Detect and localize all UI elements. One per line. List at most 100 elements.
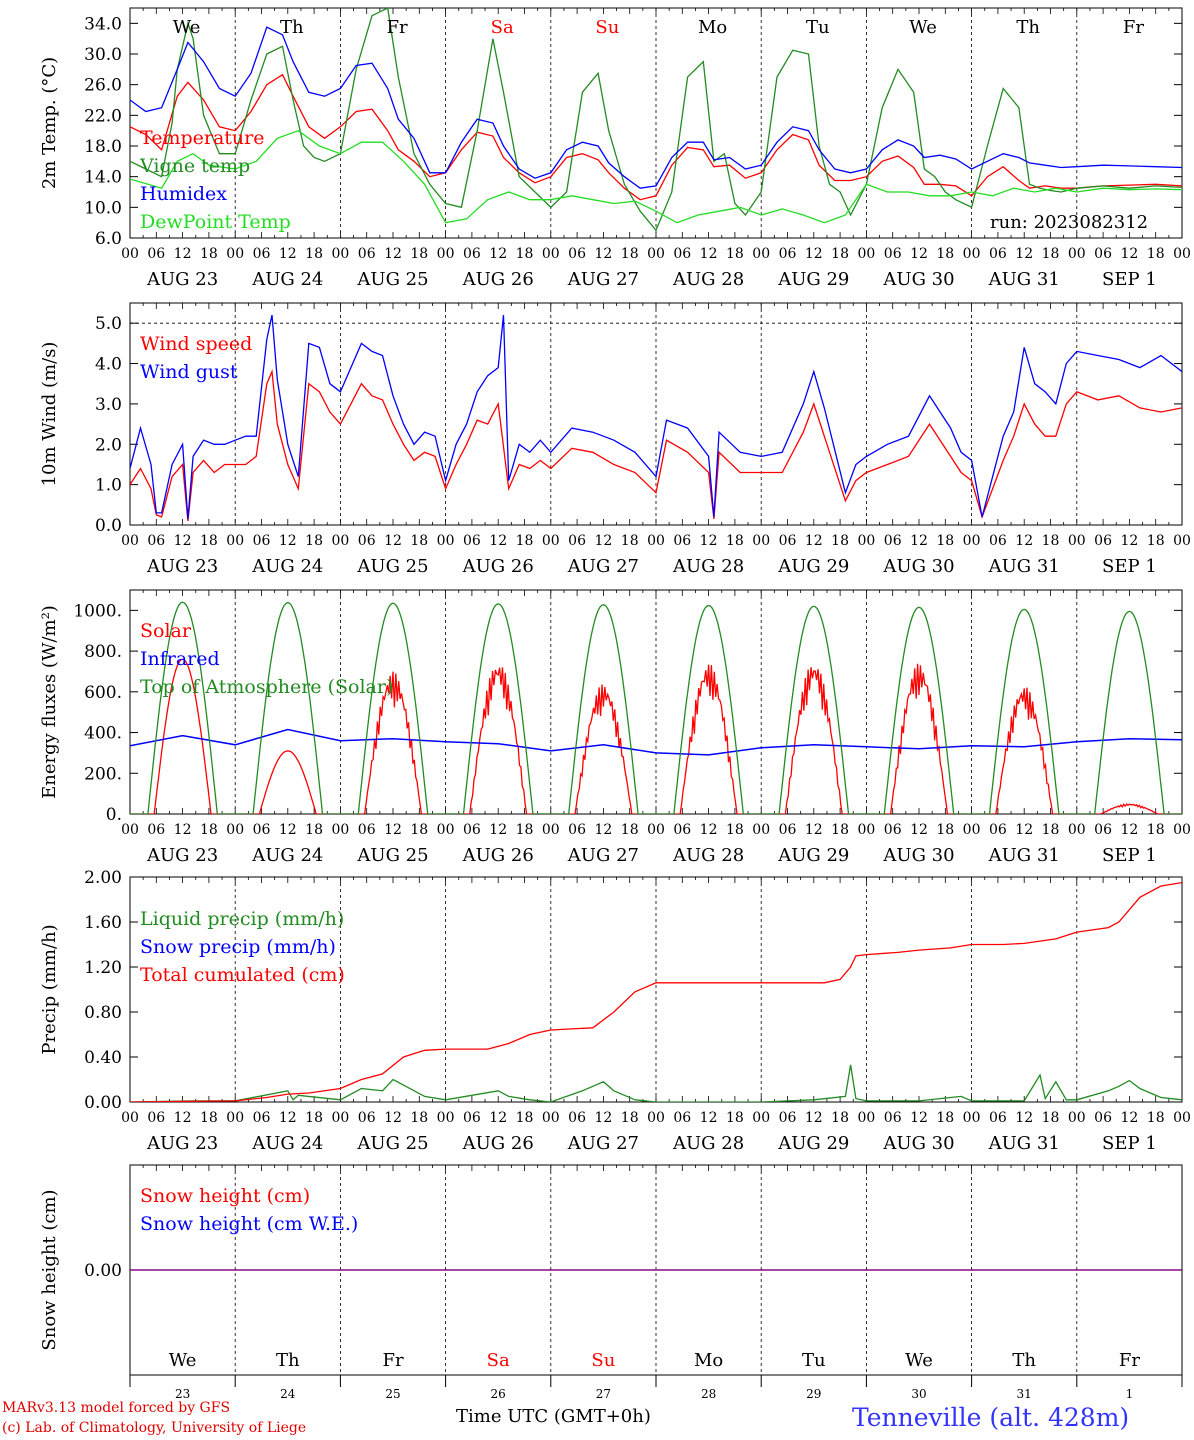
hour-label: 06 xyxy=(673,533,691,549)
hour-label: 06 xyxy=(358,822,376,838)
series-group xyxy=(130,314,1182,522)
y-tick-label: 0.40 xyxy=(84,1048,122,1068)
series-group xyxy=(130,881,1182,1102)
hour-label: 18 xyxy=(200,246,218,262)
hour-label: 06 xyxy=(1094,533,1112,549)
hour-label: 18 xyxy=(200,1110,218,1126)
date-label: SEP 1 xyxy=(1102,269,1157,290)
date-label: AUG 27 xyxy=(567,1133,639,1154)
hour-label: 18 xyxy=(621,246,639,262)
hour-label: 18 xyxy=(1147,246,1165,262)
hour-label: 00 xyxy=(437,246,455,262)
hour-label: 18 xyxy=(410,533,428,549)
hour-label: 18 xyxy=(831,246,849,262)
y-tick-label: 22.0 xyxy=(84,106,122,126)
hour-label: 06 xyxy=(358,533,376,549)
hour-label: 06 xyxy=(779,246,797,262)
legend-dewpoint: DewPoint Temp xyxy=(140,211,291,233)
y-tick-label: 34.0 xyxy=(84,14,122,34)
hour-label: 18 xyxy=(621,822,639,838)
hour-label: 12 xyxy=(279,533,297,549)
hour-label: 12 xyxy=(1015,1110,1033,1126)
model-credit: MARv3.13 model forced by GFS xyxy=(2,1400,231,1416)
hour-label: 12 xyxy=(174,822,192,838)
date-label: AUG 25 xyxy=(356,556,428,577)
hour-label: 12 xyxy=(1015,822,1033,838)
hour-label: 18 xyxy=(1147,533,1165,549)
date-label: AUG 31 xyxy=(988,556,1060,577)
hour-label: 12 xyxy=(594,822,612,838)
date-label: AUG 26 xyxy=(462,845,534,866)
hour-label: 12 xyxy=(910,246,928,262)
hour-label: 12 xyxy=(700,533,718,549)
hour-label: 18 xyxy=(200,822,218,838)
hour-label: 18 xyxy=(831,822,849,838)
series-temperature xyxy=(130,73,1182,201)
hour-label: 00 xyxy=(752,822,770,838)
hour-label: 12 xyxy=(700,822,718,838)
hour-label: 06 xyxy=(253,246,271,262)
hour-label: 18 xyxy=(726,246,744,262)
day-name: Th xyxy=(280,17,304,38)
day-name: Fr xyxy=(1123,17,1144,38)
hour-label: 12 xyxy=(1120,822,1138,838)
y-tick-label: 200. xyxy=(84,764,122,784)
date-label: AUG 28 xyxy=(672,845,744,866)
day-name: Mo xyxy=(698,17,727,38)
date-label: AUG 26 xyxy=(462,556,534,577)
hour-label: 00 xyxy=(647,822,665,838)
legend-cumulated: Total cumulated (cm) xyxy=(140,964,345,986)
hour-label: 12 xyxy=(174,246,192,262)
hour-label: 12 xyxy=(805,822,823,838)
hour-label: 00 xyxy=(963,822,981,838)
hour-label: 06 xyxy=(358,246,376,262)
y-tick-label: 2.0 xyxy=(95,435,122,455)
y-tick-label: 6.0 xyxy=(95,229,122,249)
hour-label: 18 xyxy=(726,822,744,838)
hour-label: 12 xyxy=(489,246,507,262)
hour-label: 00 xyxy=(226,1110,244,1126)
hour-label: 06 xyxy=(568,533,586,549)
date-label: AUG 24 xyxy=(251,556,323,577)
hour-label: 00 xyxy=(752,1110,770,1126)
date-label: AUG 24 xyxy=(251,845,323,866)
y-tick-label: 800. xyxy=(84,642,122,662)
hour-label: 12 xyxy=(910,1110,928,1126)
hour-label: 12 xyxy=(910,533,928,549)
legend-snow_cm: Snow height (cm) xyxy=(140,1185,310,1207)
hour-label: 00 xyxy=(331,1110,349,1126)
hour-label: 06 xyxy=(989,822,1007,838)
legend-wind_speed: Wind speed xyxy=(140,333,252,355)
hour-label: 12 xyxy=(489,822,507,838)
y-tick-label: 14.0 xyxy=(84,168,122,188)
date-label: AUG 29 xyxy=(777,269,849,290)
date-label: AUG 29 xyxy=(777,1133,849,1154)
hour-label: 00 xyxy=(857,533,875,549)
date-label: AUG 30 xyxy=(882,269,954,290)
hour-label: 00 xyxy=(542,822,560,838)
hour-label: 00 xyxy=(857,1110,875,1126)
date-label: AUG 30 xyxy=(882,845,954,866)
legend-snow_we: Snow height (cm W.E.) xyxy=(140,1213,358,1235)
hour-label: 00 xyxy=(752,246,770,262)
hour-label: 00 xyxy=(857,246,875,262)
hour-label: 00 xyxy=(437,1110,455,1126)
day-number: 31 xyxy=(1017,1387,1032,1401)
hour-label: 12 xyxy=(910,822,928,838)
hour-label: 06 xyxy=(147,533,165,549)
hour-label: 12 xyxy=(1120,246,1138,262)
hour-label: 06 xyxy=(1094,246,1112,262)
y-axis-label: 2m Temp. (°C) xyxy=(39,57,60,189)
hour-label: 06 xyxy=(463,822,481,838)
y-tick-label: 1.0 xyxy=(95,476,122,496)
station-name: Tenneville (alt. 428m) xyxy=(852,1403,1130,1432)
hour-label: 00 xyxy=(226,533,244,549)
hour-label: 12 xyxy=(384,822,402,838)
hour-label: 06 xyxy=(673,822,691,838)
hour-label: 12 xyxy=(174,533,192,549)
hour-label: 06 xyxy=(147,246,165,262)
hour-label: 18 xyxy=(516,822,534,838)
hour-label: 06 xyxy=(884,246,902,262)
series-solar xyxy=(130,658,1182,814)
day-name: Th xyxy=(276,1350,300,1371)
